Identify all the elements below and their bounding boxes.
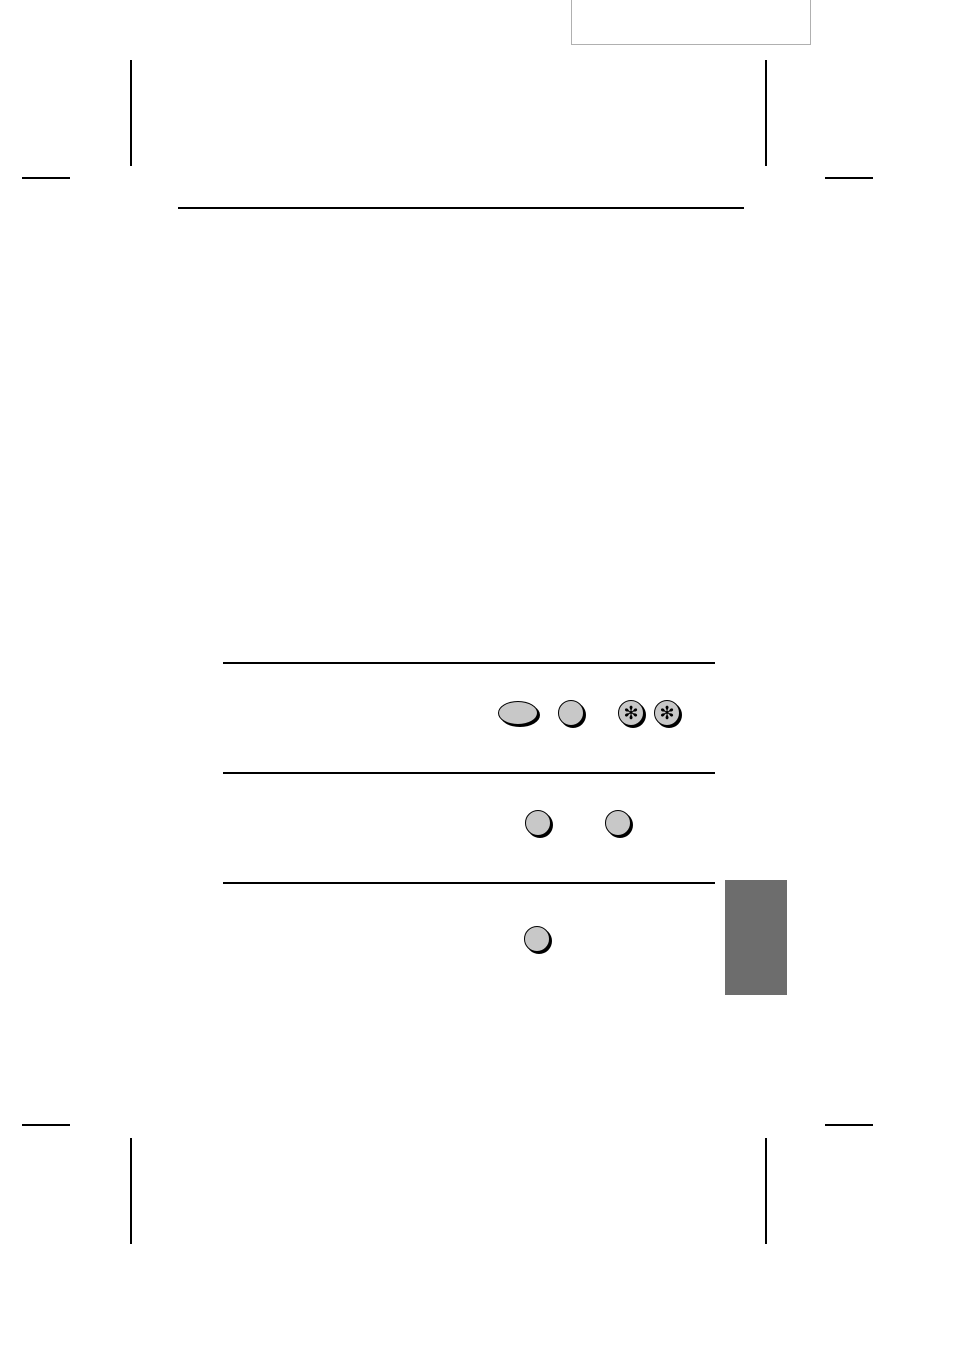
crop-mark <box>130 1138 132 1244</box>
round-button-icon[interactable] <box>558 700 584 726</box>
round-button-icon[interactable] <box>605 810 631 836</box>
page-side-tab <box>725 880 787 995</box>
row-divider <box>223 882 715 884</box>
crop-mark <box>765 1138 767 1244</box>
button-row <box>524 926 550 952</box>
crop-mark <box>130 60 132 166</box>
crop-mark <box>22 177 70 179</box>
crop-mark <box>825 1124 873 1126</box>
round-button-icon[interactable] <box>525 810 551 836</box>
header-tab-box <box>571 0 811 45</box>
row-divider <box>223 772 715 774</box>
round-button-icon[interactable] <box>524 926 550 952</box>
crop-mark <box>765 60 767 166</box>
row-divider <box>223 662 715 664</box>
star-button-icon[interactable]: ✻ <box>654 700 680 726</box>
crop-mark <box>825 177 873 179</box>
header-rule <box>178 207 744 209</box>
oval-button-icon[interactable] <box>498 701 538 725</box>
star-button-icon[interactable]: ✻ <box>618 700 644 726</box>
button-row <box>525 810 631 836</box>
button-row: ✻ ✻ <box>498 700 680 726</box>
crop-mark <box>22 1124 70 1126</box>
